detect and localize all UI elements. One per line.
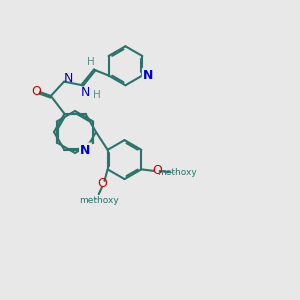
Text: methoxy: methoxy bbox=[157, 168, 197, 177]
Text: O: O bbox=[32, 85, 41, 98]
Text: N: N bbox=[143, 69, 154, 82]
Text: H: H bbox=[87, 57, 95, 67]
Text: N: N bbox=[81, 86, 90, 99]
Text: methyl2: methyl2 bbox=[170, 172, 176, 173]
Text: methoxy: methoxy bbox=[79, 196, 118, 205]
Text: O: O bbox=[97, 177, 107, 190]
Text: methyl: methyl bbox=[95, 198, 100, 200]
Text: H: H bbox=[93, 90, 101, 100]
Text: N: N bbox=[64, 72, 73, 85]
Text: O: O bbox=[152, 164, 162, 177]
Text: N: N bbox=[80, 144, 91, 157]
